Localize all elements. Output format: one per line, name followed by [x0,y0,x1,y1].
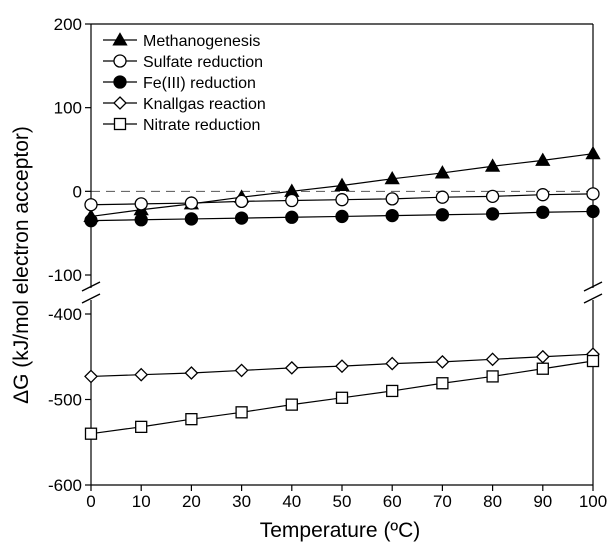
y-tick-label: 200 [54,15,82,34]
data-point-fe-iii-reduction [184,212,199,226]
legend-swatch-marker [112,32,128,46]
data-point-nitrate-reduction [335,391,349,404]
data-point-sulfate-reduction [485,189,500,204]
data-point-methanogenesis [384,170,400,185]
y-tick-label: -400 [48,305,82,324]
axis-break-mark [81,281,101,292]
data-point-knallgas-reaction [184,366,199,380]
legend-item-methanogenesis: Methanogenesis [103,32,260,50]
data-point-sulfate-reduction [84,198,98,212]
legend-swatch-marker [113,75,127,89]
data-point-fe-iii-reduction [335,209,349,224]
data-point-nitrate-reduction [386,384,399,398]
axis-break-mark [81,293,101,304]
data-point-nitrate-reduction [536,362,549,375]
legend-swatch-marker [113,117,127,131]
legend-label: Sulfate reduction [143,54,263,71]
x-tick-label: 30 [232,492,251,511]
data-point-methanogenesis [434,165,451,179]
data-point-fe-iii-reduction [536,205,550,219]
data-point-nitrate-reduction [285,398,298,411]
x-tick-label: 90 [533,492,552,511]
data-point-sulfate-reduction [536,188,550,202]
legend-item-sulfate-reduction: Sulfate reduction [103,54,263,71]
axis-break-left [81,281,101,304]
data-point-fe-iii-reduction [234,211,249,225]
legend-label: Methanogenesis [143,33,260,50]
data-point-nitrate-reduction [135,420,148,434]
series-fe-iii-reduction [84,204,600,228]
x-tick-label: 40 [282,492,301,511]
y-tick-label: -100 [48,266,82,285]
series-nitrate-reduction [84,354,600,440]
data-point-knallgas-reaction [385,356,400,371]
x-tick-label: 80 [483,492,502,511]
data-point-sulfate-reduction [335,193,349,207]
legend-item-nitrate-reduction: Nitrate reduction [103,117,260,134]
data-point-sulfate-reduction [586,187,600,201]
data-point-knallgas-reaction [435,354,450,369]
data-point-methanogenesis [535,152,551,166]
x-tick-label: 0 [86,492,95,511]
data-point-methanogenesis [484,158,501,172]
data-point-nitrate-reduction [436,377,449,390]
data-point-fe-iii-reduction [435,208,450,222]
x-tick-label: 20 [182,492,201,511]
data-point-fe-iii-reduction [385,208,399,223]
data-point-nitrate-reduction [586,354,600,368]
data-point-sulfate-reduction [385,192,399,206]
legend-label: Fe(III) reduction [143,75,256,92]
data-point-knallgas-reaction [134,367,149,382]
y-tick-label: -600 [48,476,82,495]
data-point-knallgas-reaction [335,359,349,374]
x-axis-title: Temperature (ºC) [260,519,421,542]
data-point-methanogenesis [585,145,601,160]
data-point-sulfate-reduction [184,196,199,210]
axis-break-mark [583,293,603,304]
legend-item-knallgas-reaction: Knallgas reaction [103,96,266,113]
series-sulfate-reduction [84,187,600,212]
data-point-fe-iii-reduction [586,204,600,219]
y-tick-label: -500 [48,391,82,410]
y-tick-label: 0 [73,182,82,201]
legend-label: Knallgas reaction [143,96,266,113]
data-point-sulfate-reduction [435,190,450,204]
data-point-fe-iii-reduction [134,213,148,227]
y-tick-label: 100 [54,99,82,118]
x-tick-label: 70 [433,492,452,511]
x-tick-label: 100 [579,492,607,511]
axis-break-right [583,281,603,304]
legend-item-fe-iii-reduction: Fe(III) reduction [103,75,256,92]
data-point-knallgas-reaction [485,352,500,367]
legend-swatch-marker [113,96,127,110]
axis-break-mark [583,281,603,292]
data-point-nitrate-reduction [185,413,198,426]
data-point-knallgas-reaction [284,360,299,375]
data-point-sulfate-reduction [285,193,299,208]
series-knallgas-reaction [84,347,600,384]
data-point-sulfate-reduction [134,197,148,211]
data-point-fe-iii-reduction [84,213,98,228]
data-point-nitrate-reduction [235,406,248,419]
data-point-knallgas-reaction [535,349,550,364]
x-tick-label: 50 [333,492,352,511]
x-tick-label: 60 [383,492,402,511]
data-point-methanogenesis [334,177,350,192]
data-point-fe-iii-reduction [285,210,299,224]
y-axis-title: ΔG (kJ/mol electron acceptor) [10,126,33,404]
data-point-sulfate-reduction [234,194,249,209]
data-point-knallgas-reaction [234,363,249,378]
legend-swatch-marker [113,54,127,68]
data-point-knallgas-reaction [84,369,98,384]
data-point-nitrate-reduction [84,427,98,440]
data-point-fe-iii-reduction [485,207,500,221]
x-tick-label: 10 [132,492,151,511]
legend-label: Nitrate reduction [143,117,260,134]
data-point-nitrate-reduction [486,370,499,383]
